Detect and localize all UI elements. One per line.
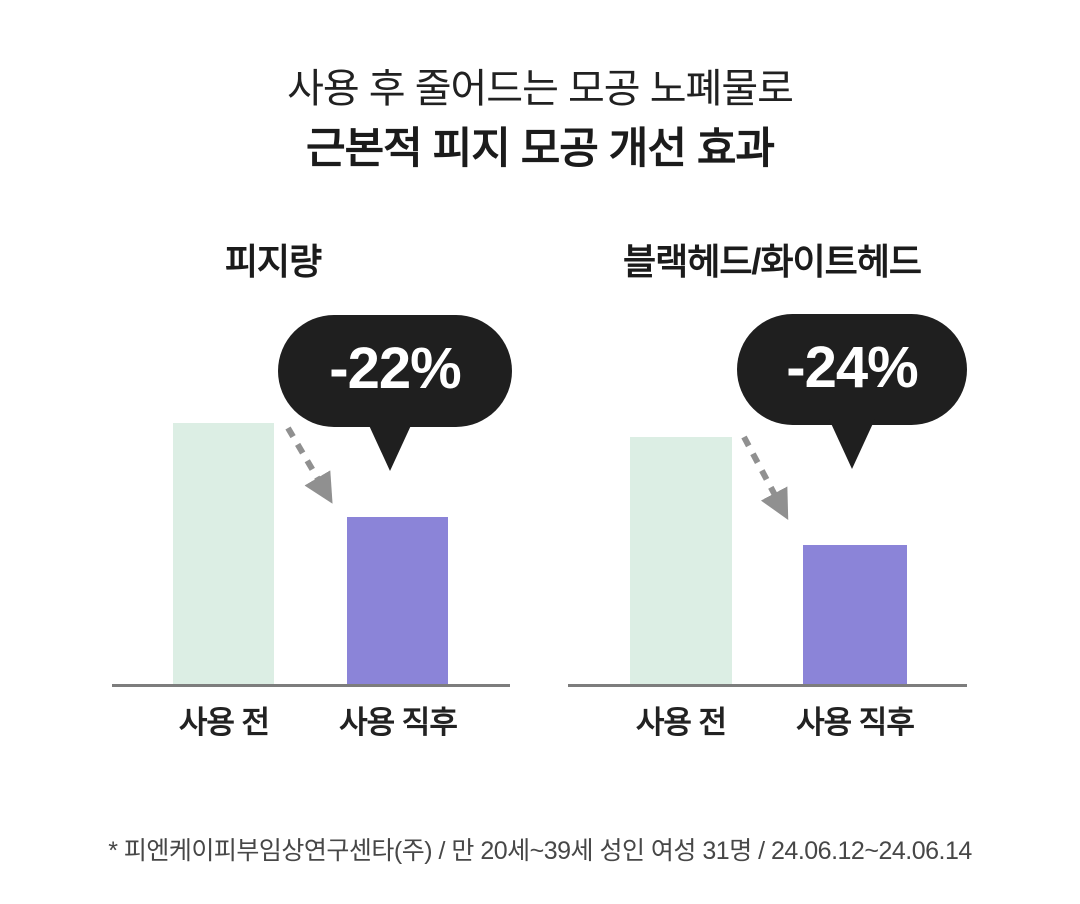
page-title-line1: 사용 후 줄어드는 모공 노폐물로 — [287, 67, 794, 111]
sebum-x-label-after: 사용 직후 — [339, 705, 458, 740]
speech-bubble-tail-icon — [367, 421, 413, 471]
blackhead-x-axis-line — [568, 684, 967, 687]
sebum-percent-bubble: -22% — [278, 315, 512, 471]
sebum-bar-after-use — [347, 517, 448, 685]
blackhead-percent-bubble: -24% — [737, 314, 967, 469]
blackhead-x-label-after: 사용 직후 — [796, 705, 915, 740]
blackhead-bar-before-use — [630, 437, 732, 685]
sebum-percent-value: -22% — [329, 336, 461, 401]
sebum-decrease-arrow-icon — [285, 426, 333, 504]
blackhead-bar-after-use — [803, 545, 907, 685]
sebum-x-label-before: 사용 전 — [178, 705, 270, 740]
sebum-x-axis-line — [112, 684, 510, 687]
speech-bubble-tail-icon — [829, 419, 875, 469]
blackhead-x-label-before: 사용 전 — [635, 705, 727, 740]
chart-sebum-title: 피지량 — [224, 241, 322, 282]
blackhead-percent-value: -24% — [786, 334, 918, 400]
chart-blackhead-title: 블랙헤드/화이트헤드 — [622, 241, 922, 282]
blackhead-decrease-arrow-icon — [741, 435, 789, 520]
sebum-bar-before-use — [173, 423, 274, 685]
clinical-test-footnote: * 피엔케이피부임상연구센타(주) / 만 20세~39세 성인 여성 31명 … — [108, 837, 972, 865]
page-title-line2: 근본적 피지 모공 개선 효과 — [306, 125, 775, 173]
